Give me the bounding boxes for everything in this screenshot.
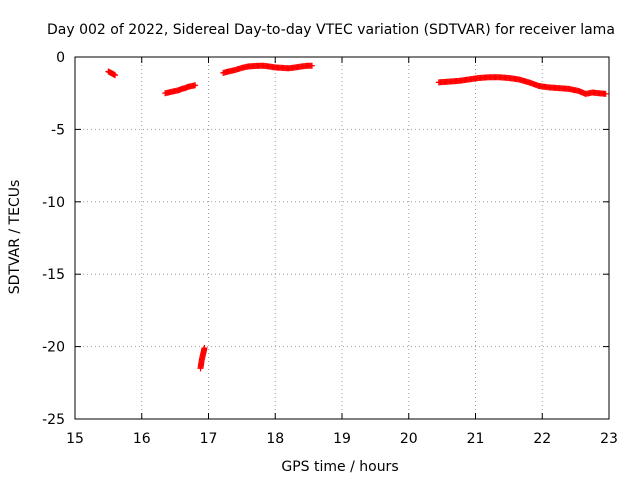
data-point (112, 72, 119, 79)
y-tick-label: -5 (51, 122, 65, 138)
x-tick-label: 15 (66, 431, 84, 447)
x-tick-label: 16 (133, 431, 151, 447)
axis-ticks: 15 16 17 18 19 20 21 22 23 0 -5 -10 -15 -20 -25 (42, 50, 618, 447)
x-tick-label: 20 (400, 431, 418, 447)
y-tick-label: -25 (42, 412, 65, 428)
data-point (308, 62, 315, 69)
x-tick-label: 21 (467, 431, 485, 447)
x-tick-label: 18 (266, 431, 284, 447)
y-tick-label: -15 (42, 267, 65, 283)
data-point (201, 345, 208, 352)
y-tick-label: -20 (42, 340, 65, 356)
y-tick-label: 0 (56, 50, 65, 66)
y-tick-label: -10 (42, 195, 65, 211)
x-tick-label: 22 (533, 431, 551, 447)
data-point (192, 82, 199, 89)
chart-title: Day 002 of 2022, Sidereal Day-to-day VTE… (47, 22, 615, 38)
data-point (602, 90, 609, 97)
x-tick-label: 23 (600, 431, 618, 447)
x-axis-label: GPS time / hours (281, 459, 398, 475)
y-axis-label: SDTVAR / TECUs (7, 180, 23, 295)
grid (75, 57, 609, 419)
data-points (105, 62, 609, 372)
x-tick-label: 17 (200, 431, 218, 447)
x-tick-label: 19 (333, 431, 351, 447)
